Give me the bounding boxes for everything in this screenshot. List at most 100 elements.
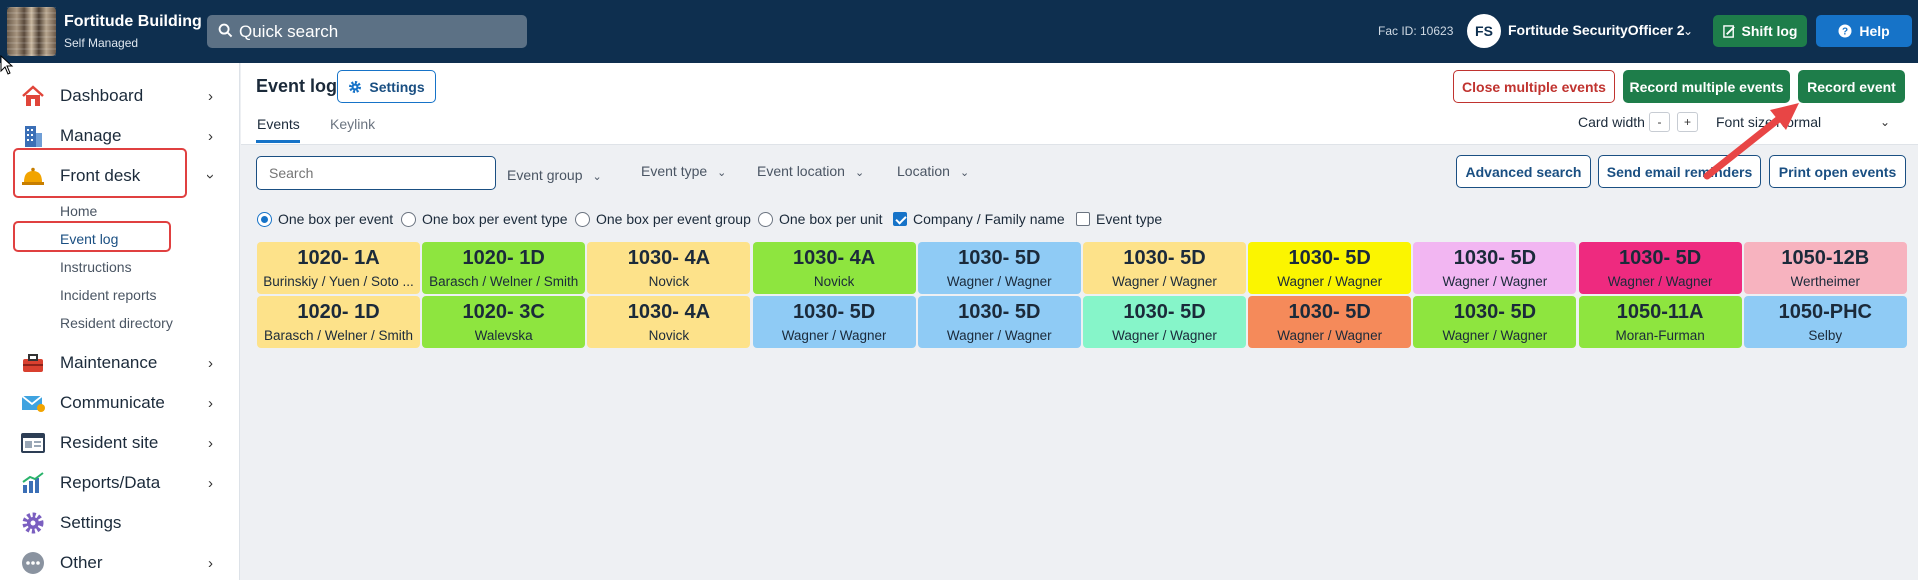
radio[interactable]: [758, 211, 773, 227]
event-card[interactable]: 1020- 1D Barasch / Welner / Smith: [257, 296, 420, 348]
help-button[interactable]: ? Help: [1816, 15, 1912, 47]
event-card[interactable]: 1030- 5D Wagner / Wagner: [1413, 296, 1577, 348]
sidebar-item-communicate[interactable]: Communicate ›: [0, 384, 240, 422]
event-location-filter[interactable]: Event location ⌄: [757, 163, 864, 179]
user-name[interactable]: Fortitude SecurityOfficer 2: [1508, 22, 1685, 38]
brand-name[interactable]: Fortitude Building: [64, 13, 202, 30]
card-width-decrease-button[interactable]: -: [1649, 112, 1670, 132]
event-card[interactable]: 1030- 4A Novick: [587, 296, 751, 348]
location-filter[interactable]: Location ⌄: [897, 163, 969, 179]
chevron-down-icon[interactable]: ⌄: [1683, 24, 1694, 38]
tab-keylink[interactable]: Keylink: [330, 116, 376, 132]
event-log-highlight: [13, 221, 171, 252]
event-card[interactable]: 1030- 5D Wagner / Wagner: [917, 296, 1081, 348]
event-card[interactable]: 1020- 3C Walevska: [422, 296, 586, 348]
font-size-select[interactable]: Normal: [1776, 114, 1822, 130]
event-card[interactable]: 1030- 5D Wagner / Wagner: [1578, 242, 1742, 294]
font-size-label: Font size: [1716, 114, 1773, 130]
chevron-down-icon: ⌄: [854, 167, 865, 179]
sidebar-item-front-desk[interactable]: Front desk ›: [0, 157, 240, 195]
sidebar-item-settings[interactable]: Settings: [0, 504, 240, 542]
sidebar-subitem-event-log[interactable]: Event log: [60, 231, 119, 247]
record-event-button[interactable]: Record event: [1798, 70, 1905, 103]
sidebar-item-manage[interactable]: Manage ›: [0, 117, 240, 155]
event-card[interactable]: 1030- 5D Wagner / Wagner: [1083, 296, 1246, 348]
checkbox[interactable]: [1076, 212, 1090, 226]
chevron-down-icon[interactable]: ⌄: [1880, 115, 1891, 129]
event-card-unit: 1030- 4A: [792, 247, 876, 269]
event-card-unit: 1020- 1D: [297, 301, 380, 323]
event-group-label: Event group: [507, 167, 583, 183]
event-card[interactable]: 1050-PHC Selby: [1743, 296, 1907, 348]
option-company-family-name[interactable]: Company / Family name: [893, 211, 1065, 227]
event-card[interactable]: 1030- 4A Novick: [587, 242, 751, 294]
event-card[interactable]: 1020- 1D Barasch / Welner / Smith: [422, 242, 586, 294]
sidebar-item-resident-site[interactable]: Resident site ›: [0, 424, 240, 462]
radio[interactable]: [575, 211, 590, 227]
event-card-name: Wagner / Wagner: [1112, 274, 1217, 289]
event-card[interactable]: 1030- 5D Wagner / Wagner: [1248, 296, 1412, 348]
event-group-filter[interactable]: Event group ⌄: [507, 167, 602, 183]
gear-icon: [349, 80, 362, 93]
option-label: Event type: [1096, 211, 1163, 227]
event-card-name: Moran-Furman: [1615, 328, 1705, 343]
sidebar-subitem-resident-directory[interactable]: Resident directory: [60, 315, 173, 331]
sidebar-item-maintenance[interactable]: Maintenance ›: [0, 344, 240, 382]
event-card-name: Wagner / Wagner: [1277, 274, 1383, 289]
close-multiple-events-button[interactable]: Close multiple events: [1453, 70, 1615, 103]
event-card-unit: 1030- 5D: [1123, 301, 1206, 323]
sidebar-item-reports-data[interactable]: Reports/Data ›: [0, 464, 240, 502]
event-type-filter[interactable]: Event type ⌄: [641, 163, 726, 179]
building-logo[interactable]: [7, 7, 56, 56]
sidebar-subitem-home[interactable]: Home: [60, 203, 98, 219]
card-width-increase-button[interactable]: +: [1677, 112, 1698, 132]
search-input[interactable]: [256, 156, 496, 190]
tab-events[interactable]: Events: [257, 116, 300, 132]
page-title: Event log: [256, 76, 338, 96]
option-label: One box per event type: [422, 211, 568, 227]
sidebar-item-other[interactable]: Other ›: [0, 544, 240, 580]
mail-icon: [21, 395, 45, 412]
option-one-box-per-event-type[interactable]: One box per event type: [401, 211, 568, 227]
event-card-unit: 1030- 4A: [627, 247, 711, 269]
chevron-right-icon: ›: [208, 474, 213, 492]
advanced-search-button[interactable]: Advanced search: [1456, 155, 1591, 188]
radio-selected[interactable]: [257, 211, 272, 227]
avatar[interactable]: FS: [1467, 14, 1501, 48]
option-event-type[interactable]: Event type: [1076, 211, 1162, 227]
settings-label: Settings: [369, 78, 425, 95]
option-one-box-per-event-group[interactable]: One box per event group: [575, 211, 751, 227]
event-card-unit: 1030- 5D: [1453, 301, 1537, 323]
option-one-box-per-event[interactable]: One box per event: [257, 211, 393, 227]
checkbox-checked[interactable]: [893, 212, 907, 226]
event-card[interactable]: 1030- 5D Wagner / Wagner: [1248, 242, 1412, 294]
shift-log-button[interactable]: Shift log: [1713, 15, 1807, 47]
send-email-reminders-button[interactable]: Send email reminders: [1598, 155, 1761, 188]
event-card[interactable]: 1050-11A Moran-Furman: [1578, 296, 1742, 348]
event-type-label: Event type: [641, 163, 708, 179]
sidebar-item-dashboard[interactable]: Dashboard ›: [0, 77, 240, 115]
chevron-right-icon: ›: [208, 554, 213, 572]
sidebar-subitem-incident-reports[interactable]: Incident reports: [60, 287, 157, 303]
event-card[interactable]: 1030- 5D Wagner / Wagner: [1413, 242, 1577, 294]
event-card[interactable]: 1030- 5D Wagner / Wagner: [917, 242, 1081, 294]
quick-search-input[interactable]: Quick search: [207, 15, 527, 48]
option-label: One box per event group: [596, 211, 751, 227]
radio[interactable]: [401, 211, 416, 227]
sidebar-item-label: Communicate: [60, 393, 165, 412]
event-card[interactable]: 1030- 4A Novick: [752, 242, 916, 294]
event-card[interactable]: 1030- 5D Wagner / Wagner: [1083, 242, 1246, 294]
event-card-name: Novick: [648, 328, 690, 343]
settings-button[interactable]: Settings: [337, 70, 436, 103]
event-location-label: Event location: [757, 163, 845, 179]
event-card[interactable]: 1020- 1A Burinskiy / Yuen / Soto ...: [257, 242, 420, 294]
record-multiple-events-button[interactable]: Record multiple events: [1623, 70, 1790, 103]
quick-search-placeholder: Quick search: [239, 21, 339, 41]
event-card-unit: 1050-PHC: [1778, 301, 1872, 323]
event-card[interactable]: 1030- 5D Wagner / Wagner: [752, 296, 916, 348]
active-tab-indicator: [256, 140, 300, 143]
print-open-events-button[interactable]: Print open events: [1769, 155, 1906, 188]
sidebar-subitem-instructions[interactable]: Instructions: [60, 259, 132, 275]
event-card[interactable]: 1050-12B Wertheimer: [1743, 242, 1907, 294]
option-one-box-per-unit[interactable]: One box per unit: [758, 211, 883, 227]
